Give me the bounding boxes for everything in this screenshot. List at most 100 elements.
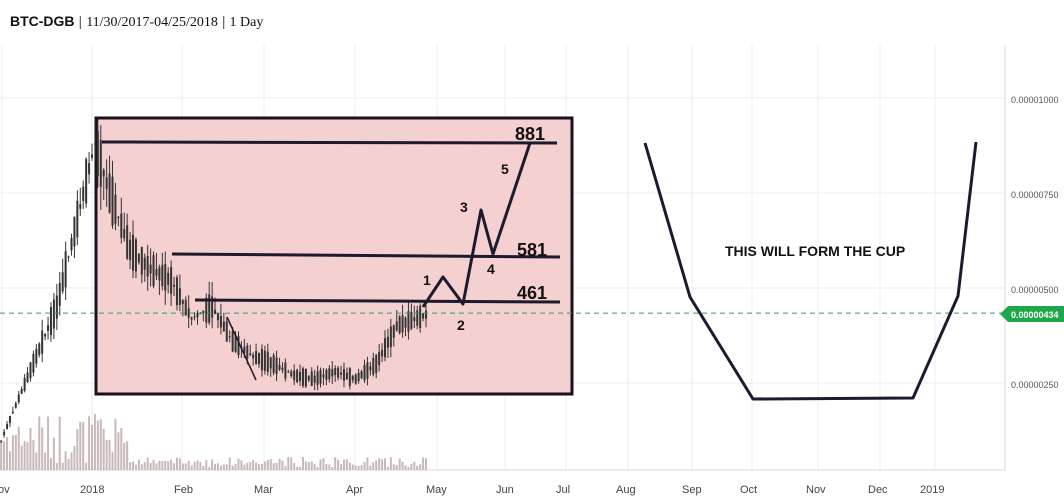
volume-bar <box>258 464 261 470</box>
x-tick-label: 2018 <box>80 484 104 496</box>
volume-bar <box>398 458 401 470</box>
volume-bar <box>93 414 96 470</box>
volume-bar <box>67 458 70 470</box>
volume-bar <box>105 439 108 470</box>
x-tick-label: Jun <box>496 484 514 496</box>
candle-body <box>357 372 360 382</box>
candle-body <box>419 305 422 328</box>
candlestick-series <box>0 119 428 444</box>
wave-label-5: 5 <box>501 161 509 177</box>
candle-body <box>35 348 38 364</box>
volume-bar <box>187 460 190 470</box>
candle-body <box>422 313 425 319</box>
wave-path <box>421 142 532 308</box>
candle-body <box>342 369 345 381</box>
candle-body <box>11 411 14 414</box>
volume-bar <box>49 458 52 470</box>
volume-bar <box>237 458 240 470</box>
candle-body <box>331 369 334 377</box>
candle-body <box>246 345 249 359</box>
volume-bar <box>342 459 345 470</box>
time-axis[interactable]: ov 2018 Feb Mar Apr May Jun Jul Aug Sep … <box>0 484 944 496</box>
volume-bar <box>281 460 284 470</box>
candle-body <box>129 239 132 261</box>
volume-bar <box>299 466 302 470</box>
candle-body <box>76 200 79 238</box>
x-tick-label: 2019 <box>920 484 944 496</box>
candle-body <box>304 368 307 387</box>
candle-body <box>301 368 304 386</box>
price-axis[interactable]: 0.00001000 0.00000750 0.00000500 0.00000… <box>1000 95 1064 390</box>
volume-bar <box>161 461 164 470</box>
volume-bar <box>76 429 79 470</box>
volume-bar <box>35 452 38 470</box>
volume-bar <box>313 463 316 470</box>
volume-bar <box>284 466 287 470</box>
candle-body <box>143 257 146 270</box>
volume-bar <box>345 459 348 470</box>
x-tick-label: Aug <box>616 484 636 496</box>
candle-body <box>199 313 202 315</box>
candle-body <box>263 350 266 371</box>
volume-bar <box>0 440 3 470</box>
volume-bar <box>14 434 17 470</box>
candle-body <box>193 316 196 318</box>
x-tick-label: Mar <box>254 484 273 496</box>
volume-bar <box>88 416 91 470</box>
candle-body <box>158 267 161 281</box>
annotation-labels: 881 581 461 1 2 3 4 5 THIS WILL FORM THE… <box>423 124 905 333</box>
candle-body <box>132 234 135 271</box>
candle-body <box>272 355 275 373</box>
volume-bar <box>375 460 378 470</box>
volume-bar <box>331 466 334 470</box>
volume-bar <box>322 458 325 470</box>
candle-body <box>395 321 398 331</box>
candle-body <box>149 264 152 274</box>
volume-bar <box>386 466 389 470</box>
volume-bar <box>378 458 381 470</box>
candle-body <box>416 310 419 326</box>
volume-bar <box>167 461 170 470</box>
volume-bar <box>26 442 29 470</box>
candle-body <box>178 288 181 305</box>
candle-body <box>190 317 193 320</box>
y-tick-label: 0.00000500 <box>1011 285 1059 295</box>
volume-bar <box>132 461 135 470</box>
candle-body <box>296 369 299 383</box>
volume-bar <box>61 462 64 470</box>
candle-body <box>325 369 328 380</box>
symbol-label: BTC-DGB <box>10 13 75 29</box>
volume-bar <box>149 462 152 470</box>
volume-bar <box>41 427 44 470</box>
candle-body <box>252 354 255 359</box>
candle-body <box>175 277 178 306</box>
cup-shape <box>643 141 978 401</box>
volume-bar <box>120 427 123 470</box>
level-label-461: 461 <box>517 283 547 303</box>
candle-body <box>386 336 389 348</box>
candle-body <box>228 336 231 338</box>
candle-body <box>255 351 258 364</box>
volume-bar <box>214 463 217 470</box>
volume-bar <box>181 463 184 470</box>
volume-bar <box>287 457 290 470</box>
volume-bar <box>278 459 281 470</box>
chart-header: BTC-DGB | 11/30/2017-04/25/2018 | 1 Day <box>10 13 264 30</box>
candle-body <box>137 253 140 263</box>
candle-body <box>44 333 47 337</box>
volume-bar <box>293 463 296 470</box>
volume-bar <box>146 457 149 470</box>
volume-bar <box>170 459 173 470</box>
volume-bar <box>425 458 428 470</box>
candle-body <box>26 372 29 382</box>
candle-body <box>105 177 108 189</box>
candle-body <box>205 297 208 323</box>
volume-bar <box>6 437 9 470</box>
volume-bar <box>3 441 6 470</box>
date-range-label: 11/30/2017-04/25/2018 <box>86 15 218 30</box>
volume-bar <box>79 421 82 470</box>
candle-body <box>126 225 129 259</box>
candle-body <box>55 295 58 319</box>
volume-bar <box>272 463 275 470</box>
